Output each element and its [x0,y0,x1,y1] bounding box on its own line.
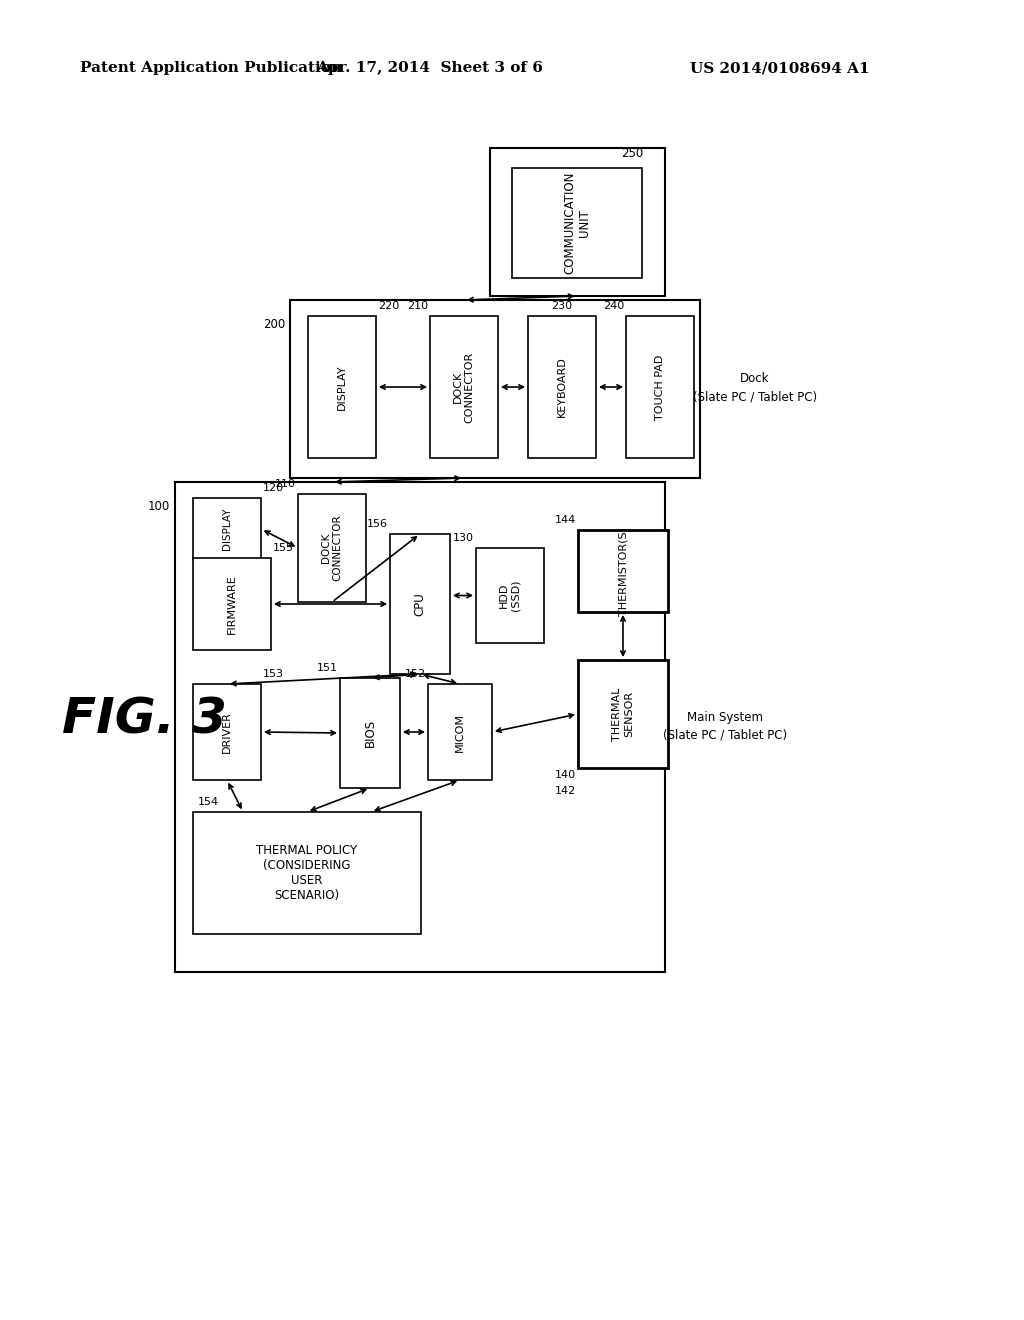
Text: DOCK
CONNECTOR: DOCK CONNECTOR [454,351,475,422]
Bar [340,678,400,788]
Bar [578,531,668,612]
Text: COMMUNICATION
UNIT: COMMUNICATION UNIT [563,172,591,275]
Text: (Slate PC / Tablet PC): (Slate PC / Tablet PC) [663,729,787,742]
Text: 155: 155 [273,543,294,553]
Text: 120: 120 [263,483,284,492]
Text: 142: 142 [555,785,575,796]
Text: Patent Application Publication: Patent Application Publication [80,61,342,75]
Bar [290,300,700,478]
Text: 156: 156 [367,519,388,529]
Text: THERMAL POLICY
(CONSIDERING
USER
SCENARIO): THERMAL POLICY (CONSIDERING USER SCENARI… [256,843,357,902]
Text: DRIVER: DRIVER [222,711,232,752]
Text: 210: 210 [407,301,428,312]
Bar [193,812,421,935]
Text: THERMISTOR(S): THERMISTOR(S) [618,527,628,615]
Text: KEYBOARD: KEYBOARD [557,356,567,417]
Bar [528,315,596,458]
Bar [490,148,665,296]
Text: BIOS: BIOS [364,719,377,747]
Text: FIG. 3: FIG. 3 [62,696,227,744]
Bar [308,315,376,458]
Text: 130: 130 [453,533,474,543]
Text: 140: 140 [555,770,575,780]
Text: HDD
(SSD): HDD (SSD) [500,579,521,611]
Bar [193,558,271,649]
Text: 154: 154 [198,797,219,807]
Text: 144: 144 [555,515,575,525]
Text: 100: 100 [147,500,170,513]
Text: US 2014/0108694 A1: US 2014/0108694 A1 [690,61,870,75]
Bar [193,684,261,780]
Bar [175,482,665,972]
Bar [578,660,668,768]
Text: THERMAL
SENSOR: THERMAL SENSOR [612,688,634,741]
Text: (Slate PC / Tablet PC): (Slate PC / Tablet PC) [693,391,817,404]
Text: 240: 240 [603,301,624,312]
Bar [626,315,694,458]
Text: DISPLAY: DISPLAY [222,508,232,550]
Text: 200: 200 [263,318,285,331]
Bar [476,548,544,643]
Text: 110: 110 [275,479,296,488]
Text: 220: 220 [378,301,399,312]
Text: Dock: Dock [740,372,770,385]
Bar [430,315,498,458]
Text: 250: 250 [621,147,643,160]
Text: CPU: CPU [414,593,427,616]
Text: Apr. 17, 2014  Sheet 3 of 6: Apr. 17, 2014 Sheet 3 of 6 [316,61,544,75]
Bar [193,498,261,560]
Text: 153: 153 [263,669,284,678]
Text: MICOM: MICOM [455,713,465,751]
Text: FIRMWARE: FIRMWARE [227,574,237,634]
Text: DISPLAY: DISPLAY [337,364,347,409]
Bar [512,168,642,279]
Text: TOUCH PAD: TOUCH PAD [655,354,665,420]
Bar [428,684,492,780]
Text: 152: 152 [404,669,426,678]
Bar [298,494,366,602]
Text: DOCK
CONNECTOR: DOCK CONNECTOR [322,515,343,581]
Text: 151: 151 [317,663,338,673]
Text: Main System: Main System [687,710,763,723]
Bar [390,535,450,675]
Text: 230: 230 [552,301,572,312]
